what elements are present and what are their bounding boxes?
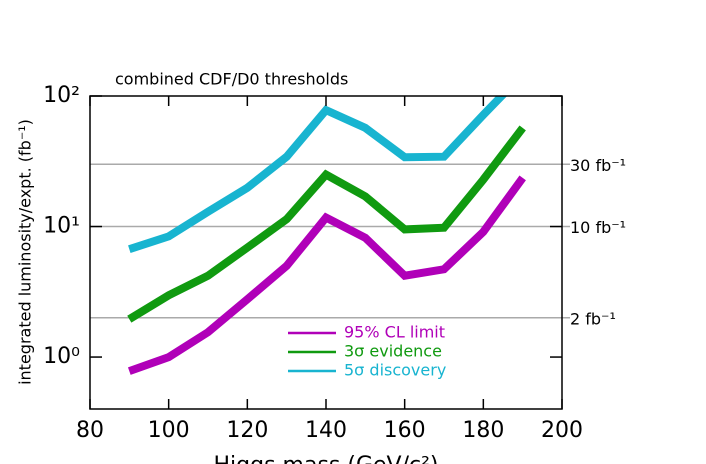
y-axis-label: integrated luminosity/expt. (fb⁻¹) xyxy=(16,119,35,385)
chart-title: combined CDF/D0 thresholds xyxy=(115,70,348,89)
reference-label: 2 fb⁻¹ xyxy=(570,309,616,328)
x-axis-label: Higgs mass (GeV/c²) xyxy=(214,453,439,464)
x-tick-label: 120 xyxy=(226,418,268,443)
reference-label: 30 fb⁻¹ xyxy=(570,156,626,175)
x-tick-label: 100 xyxy=(148,418,190,443)
y-tick-label: 10⁰ xyxy=(43,344,80,369)
series-band xyxy=(127,125,526,323)
x-tick-label: 200 xyxy=(541,418,583,443)
series-band xyxy=(128,96,508,254)
x-tick-label: 160 xyxy=(384,418,426,443)
legend-label: 95% CL limit xyxy=(344,323,445,342)
y-tick-label: 10² xyxy=(43,83,80,108)
x-tick-label: 180 xyxy=(462,418,504,443)
x-tick-label: 140 xyxy=(305,418,347,443)
series-band xyxy=(127,175,526,375)
x-tick-label: 80 xyxy=(76,418,104,443)
legend-label: 5σ discovery xyxy=(344,361,446,380)
y-tick-label: 10¹ xyxy=(43,214,80,239)
legend-label: 3σ evidence xyxy=(344,342,442,361)
reference-label: 10 fb⁻¹ xyxy=(570,218,626,237)
